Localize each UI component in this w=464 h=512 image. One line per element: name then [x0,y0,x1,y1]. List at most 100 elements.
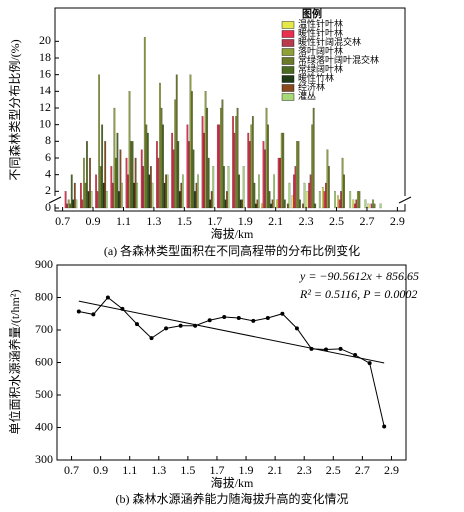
legend-swatch [281,48,295,56]
bar [267,124,269,209]
x-tick-label: 2.7 [355,463,370,477]
bar [81,199,84,209]
x-tick-label: 0.7 [64,463,79,477]
y-tick-label: 0 [45,200,51,214]
bar [204,91,207,209]
bar [325,182,327,209]
plot-frame-a [54,7,406,212]
bar [157,157,160,209]
bar [379,203,382,209]
x-tick-label: 1.5 [177,214,192,228]
bar [90,191,93,209]
bar [197,174,199,209]
bar [178,191,181,209]
legend-swatch [281,57,295,65]
legend-label: 暖性针叶林 [298,27,343,38]
bar [235,116,237,209]
bar [279,157,282,209]
x-tick-label: 2.7 [359,214,374,228]
bar [253,182,256,209]
bar [314,203,317,209]
bar [143,37,146,209]
bar [206,107,209,209]
legend-label: 暖性针阔混交林 [298,36,361,47]
bar [367,203,370,209]
bar [282,132,285,209]
legend-swatch [281,75,295,83]
bar [291,195,294,209]
bar [232,116,234,209]
bar [334,191,336,209]
data-point [76,309,81,314]
bar [302,203,304,209]
y-tick-label: 700 [35,322,53,336]
data-point [294,326,299,331]
y-tick-label: 6 [45,150,51,164]
bar [212,166,215,209]
bar [250,124,253,209]
bar [165,174,167,209]
data-point [193,323,198,328]
bar [166,174,169,209]
bar [96,191,99,209]
bar [174,99,177,209]
data-point [382,424,387,429]
data-point [353,353,358,358]
bar [328,166,330,209]
y-tick-label: 300 [35,452,53,466]
bar [338,199,341,209]
bar [125,157,128,209]
trend-line [78,300,385,364]
bar [177,141,180,209]
bar [80,182,82,209]
bar [265,107,268,209]
y-tick-label: 8 [45,133,51,147]
x-tick-label: 2.3 [299,214,314,228]
x-axis-label: 海拔/km [211,226,254,241]
bar [358,191,361,209]
bar [140,149,143,209]
legend-swatch [281,84,295,92]
legend-swatch [281,30,295,38]
bar [224,199,227,209]
bar [373,203,376,209]
bar [349,191,352,209]
bar [131,141,134,209]
bar [239,199,242,209]
x-tick-label: 1.5 [180,463,195,477]
bar [251,116,254,209]
x-tick-label: 0.9 [93,463,108,477]
x-tick-label: 1.3 [151,463,166,477]
bar [321,187,324,209]
y-tick-label: 900 [35,257,53,271]
bar [203,132,205,209]
y-tick-label: 500 [35,387,53,401]
bar [294,166,297,209]
caption: (a) 各森林类型面积在不同高程带的分布比例变化 [104,243,360,258]
x-tick-label: 2.5 [326,463,341,477]
bar [105,191,108,209]
bar [181,174,184,209]
bar [110,166,113,209]
bar [116,132,119,209]
bar [341,157,344,209]
bar [258,174,260,209]
bar [180,182,183,209]
x-tick-label: 1.9 [238,214,253,228]
bar [127,174,129,209]
data-point [91,312,96,317]
bar [151,182,154,209]
bar [64,191,67,209]
bar [233,132,236,209]
bar [273,174,275,209]
bar [288,182,291,209]
bar [238,174,240,209]
equation: y = −90.5612x + 856.65 [299,269,419,283]
y-tick-label: 20 [39,33,51,47]
bar [236,107,239,209]
bar [323,191,326,209]
bar [268,191,271,209]
bar [102,182,105,209]
legend-label: 温性针叶林 [298,18,343,29]
bar [311,124,314,209]
